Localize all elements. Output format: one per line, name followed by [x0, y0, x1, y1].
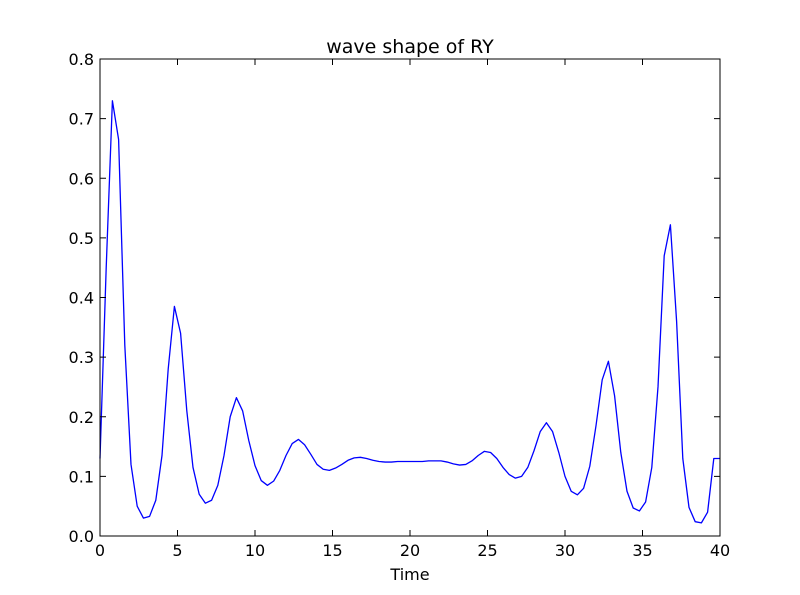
- y-tick-label: 0.6: [69, 169, 94, 188]
- series-line-0: [99, 100, 720, 524]
- x-tick-label: 40: [710, 541, 730, 560]
- y-tick-label: 0.0: [69, 527, 94, 546]
- y-axis: 0.0 0.1 0.2 0.3 0.4 0.5 0.6 0.7 0.8: [69, 50, 720, 546]
- chart-title: wave shape of RY: [326, 36, 494, 58]
- x-tick-label: 15: [322, 541, 342, 560]
- x-tick-label: 10: [245, 541, 265, 560]
- x-tick-label: 5: [172, 541, 182, 560]
- x-tick-label: 20: [400, 541, 420, 560]
- y-tick-label: 0.5: [69, 229, 94, 248]
- x-tick-label: 25: [477, 541, 497, 560]
- y-tick-label: 0.4: [69, 289, 94, 308]
- y-tick-label: 0.2: [69, 408, 94, 427]
- x-axis-label: Time: [389, 565, 429, 584]
- y-tick-label: 0.7: [69, 110, 94, 129]
- y-tick-label: 0.8: [69, 50, 94, 69]
- x-tick-label: 30: [555, 541, 575, 560]
- x-tick-label: 0: [95, 541, 105, 560]
- y-tick-label: 0.1: [69, 467, 94, 486]
- plot-area: [99, 100, 720, 524]
- x-tick-label: 35: [632, 541, 652, 560]
- x-axis: 0 5 10 15 20 25 30 35 40: [95, 59, 730, 560]
- y-tick-label: 0.3: [69, 348, 94, 367]
